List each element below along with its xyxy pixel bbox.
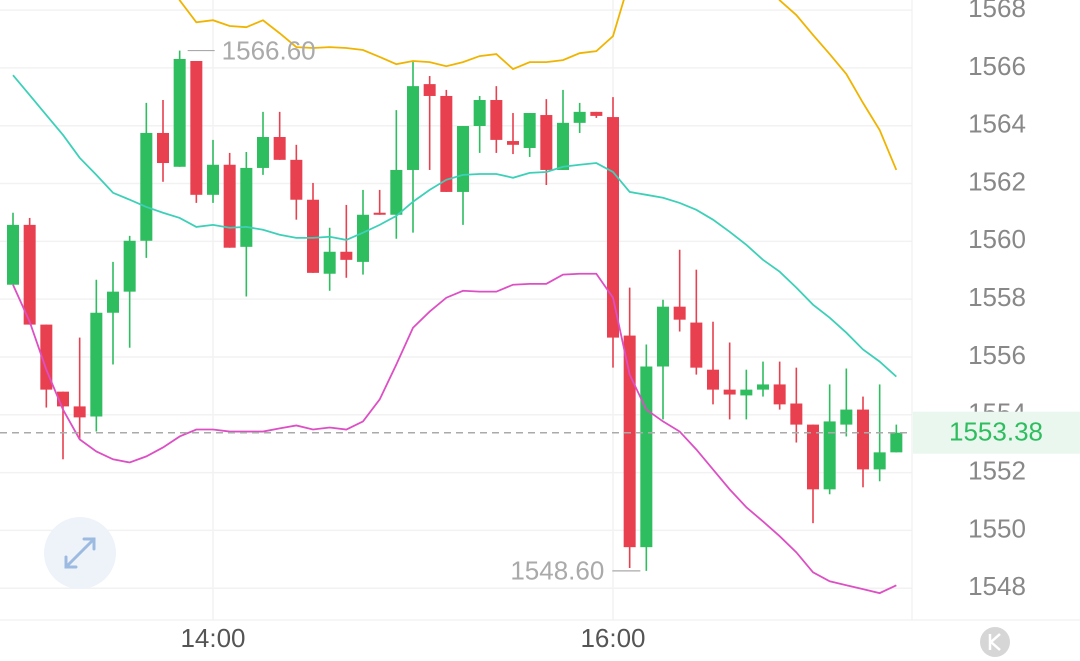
candle-body xyxy=(207,164,219,195)
candle-body xyxy=(173,58,186,167)
candle-body xyxy=(340,251,353,260)
candle-body xyxy=(607,117,619,338)
grid xyxy=(0,0,912,620)
y-tick-label: 1568 xyxy=(968,0,1026,23)
candle-body xyxy=(690,322,703,368)
candle-body xyxy=(773,384,786,405)
candle-body xyxy=(473,100,486,127)
candle-body xyxy=(307,199,319,273)
y-tick-label: 1548 xyxy=(968,571,1026,601)
candle-body xyxy=(523,113,536,148)
candle-body xyxy=(407,86,419,170)
candle-body xyxy=(323,251,336,274)
candle-body xyxy=(707,369,719,390)
candle-body xyxy=(757,384,769,390)
candle-body xyxy=(807,424,819,490)
candle-body xyxy=(840,409,853,425)
candle-body xyxy=(73,406,86,418)
candle-body xyxy=(140,132,153,241)
candle-body xyxy=(557,122,569,170)
candle-body xyxy=(640,366,653,548)
candle-body xyxy=(123,240,136,292)
candle-body xyxy=(457,126,469,192)
candle-body xyxy=(673,306,686,320)
candle-body xyxy=(873,452,886,470)
band-line xyxy=(12,272,897,595)
candle-body xyxy=(507,141,519,145)
expand-button[interactable] xyxy=(44,517,116,589)
candle-body xyxy=(440,95,453,192)
x-tick-label: 14:00 xyxy=(180,623,245,653)
candle-body xyxy=(790,403,803,425)
kline-button[interactable] xyxy=(980,627,1010,657)
high-label: 1566.60 xyxy=(222,35,316,65)
y-tick-label: 1550 xyxy=(968,513,1026,543)
candle-body xyxy=(390,169,403,215)
candle-body xyxy=(223,164,236,248)
x-tick-label: 16:00 xyxy=(580,623,645,653)
candle-body xyxy=(290,159,303,200)
candle-body xyxy=(857,409,869,470)
candle-body xyxy=(740,389,753,396)
candle-body xyxy=(373,212,386,215)
y-tick-label: 1560 xyxy=(968,224,1026,254)
candle-body xyxy=(357,214,369,262)
candle-body xyxy=(590,111,603,116)
candle-body xyxy=(490,100,503,140)
candle-body xyxy=(273,137,286,160)
candle-body xyxy=(23,224,36,325)
last-price-label: 1553.38 xyxy=(949,417,1043,447)
y-tick-label: 1564 xyxy=(968,109,1026,139)
last-price-tag xyxy=(913,411,1080,454)
candle-body xyxy=(723,389,736,395)
candle-body xyxy=(540,115,553,170)
candle-body xyxy=(40,324,53,390)
y-tick-label: 1552 xyxy=(968,455,1026,485)
candle-body xyxy=(423,84,436,96)
y-tick-label: 1566 xyxy=(968,51,1026,81)
y-tick-label: 1562 xyxy=(968,166,1026,196)
plot-area xyxy=(7,0,903,595)
low-label: 1548.60 xyxy=(510,556,604,586)
y-tick-label: 1556 xyxy=(968,340,1026,370)
candle-body xyxy=(90,312,103,417)
candle-body xyxy=(573,111,586,123)
y-tick-label: 1558 xyxy=(968,282,1026,312)
band-line xyxy=(178,0,898,171)
candle-body xyxy=(240,167,253,247)
candle-body xyxy=(823,421,836,490)
candle-body xyxy=(157,132,169,164)
candle-body xyxy=(107,291,119,313)
candle-body xyxy=(257,137,269,168)
candle-body xyxy=(623,335,636,548)
band-line xyxy=(12,74,897,378)
candle-body xyxy=(190,60,203,195)
candle-body xyxy=(7,224,19,285)
candle-body xyxy=(657,306,669,367)
candle-body xyxy=(890,432,903,453)
